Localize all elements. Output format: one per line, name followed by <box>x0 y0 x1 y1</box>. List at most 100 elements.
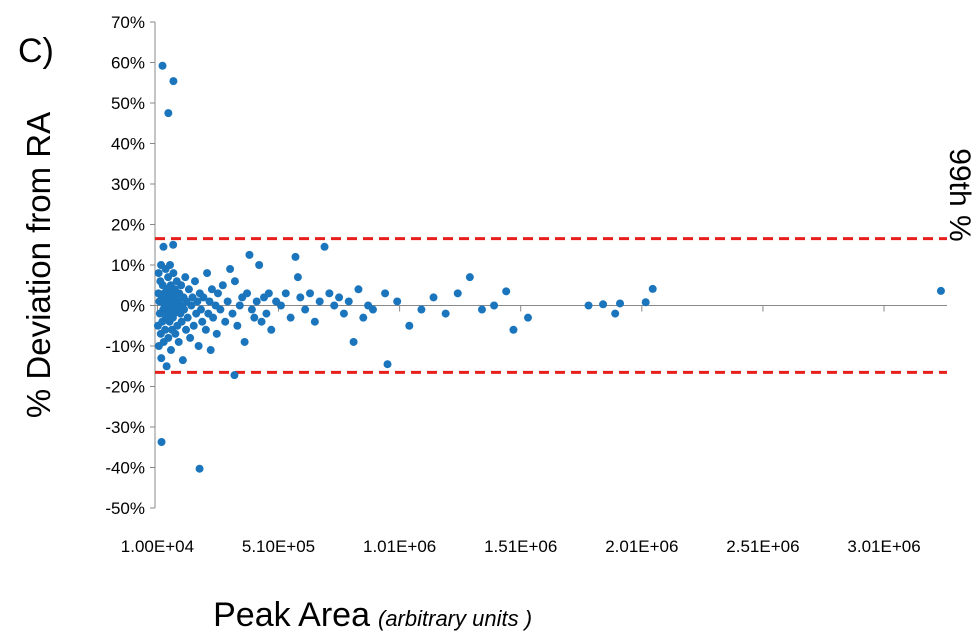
y-tick-label: 60% <box>111 54 145 73</box>
point <box>296 293 305 302</box>
point <box>584 301 593 310</box>
point <box>264 289 273 298</box>
point <box>178 356 187 365</box>
point <box>230 277 239 286</box>
point <box>157 437 166 446</box>
point <box>230 371 239 380</box>
point <box>184 285 193 294</box>
x-tick-label: 2.01E+06 <box>605 537 678 556</box>
y-tick-label: 70% <box>111 13 145 32</box>
point <box>226 265 235 274</box>
x-axis-note: (arbitrary units ) <box>378 606 532 631</box>
y-tick-label: 40% <box>111 135 145 154</box>
point <box>330 301 339 310</box>
point <box>257 317 266 326</box>
y-tick-label: -50% <box>105 499 145 518</box>
point <box>599 300 608 309</box>
point <box>174 337 183 346</box>
point <box>252 297 261 306</box>
point <box>240 337 249 346</box>
x-tick-label: 1.00E+04 <box>121 537 194 556</box>
point <box>616 299 625 308</box>
point <box>183 313 192 322</box>
point <box>936 286 945 295</box>
y-tick-label: 20% <box>111 216 145 235</box>
point <box>291 252 300 261</box>
point <box>243 289 252 298</box>
y-tick-label: -40% <box>105 459 145 478</box>
x-tick-label: 3.01E+06 <box>847 537 920 556</box>
point <box>194 342 203 350</box>
point <box>325 289 334 298</box>
point <box>223 297 232 306</box>
y-tick-label: 30% <box>111 175 145 194</box>
point <box>344 297 353 306</box>
point <box>198 317 207 326</box>
point <box>320 242 329 251</box>
panel-label: C) <box>18 32 54 70</box>
y-tick-label: -30% <box>105 418 145 437</box>
point <box>477 305 486 314</box>
point <box>180 305 189 314</box>
point <box>205 297 214 306</box>
point <box>233 321 242 330</box>
point <box>453 289 462 298</box>
y-tick-label: -10% <box>105 337 145 356</box>
point <box>162 362 171 371</box>
point <box>182 325 191 334</box>
point <box>158 61 167 70</box>
point <box>218 281 227 290</box>
point <box>228 309 237 318</box>
x-tick-label: 1.51E+06 <box>484 537 557 556</box>
point <box>195 464 204 473</box>
point <box>301 305 310 314</box>
point <box>187 301 196 310</box>
point <box>190 277 199 286</box>
point <box>157 354 166 363</box>
point <box>509 325 518 334</box>
point <box>523 313 532 322</box>
point <box>197 305 206 314</box>
x-tick-label: 2.51E+06 <box>726 537 799 556</box>
y-tick-label: -20% <box>105 378 145 397</box>
x-tick-label: 1.01E+06 <box>363 537 436 556</box>
point <box>193 297 202 306</box>
point <box>206 346 215 355</box>
point <box>293 273 302 282</box>
point <box>247 305 256 314</box>
point <box>267 325 276 334</box>
point <box>490 301 499 310</box>
point <box>159 242 168 251</box>
point <box>502 287 511 296</box>
point <box>306 289 315 298</box>
y-axis-title: % Deviation from RA <box>20 112 57 418</box>
point <box>221 317 230 326</box>
point <box>368 305 377 314</box>
point <box>276 301 285 310</box>
y-tick-label: 50% <box>111 94 145 113</box>
point <box>189 321 198 330</box>
point <box>154 269 163 278</box>
point <box>335 293 344 302</box>
point <box>310 317 319 326</box>
point <box>235 301 244 310</box>
point <box>177 317 186 326</box>
point <box>169 77 178 86</box>
y-tick-label: 10% <box>111 256 145 275</box>
point <box>611 309 620 318</box>
point <box>281 289 290 298</box>
point <box>203 269 212 278</box>
point <box>359 313 368 322</box>
x-tick-label: 5.10E+05 <box>242 537 315 556</box>
point <box>186 333 195 342</box>
point <box>465 273 474 282</box>
point <box>212 329 221 338</box>
point <box>417 305 426 314</box>
point <box>161 325 170 334</box>
point <box>648 284 657 293</box>
point <box>250 313 259 322</box>
point <box>209 313 218 322</box>
point <box>201 325 210 334</box>
point <box>245 250 254 259</box>
